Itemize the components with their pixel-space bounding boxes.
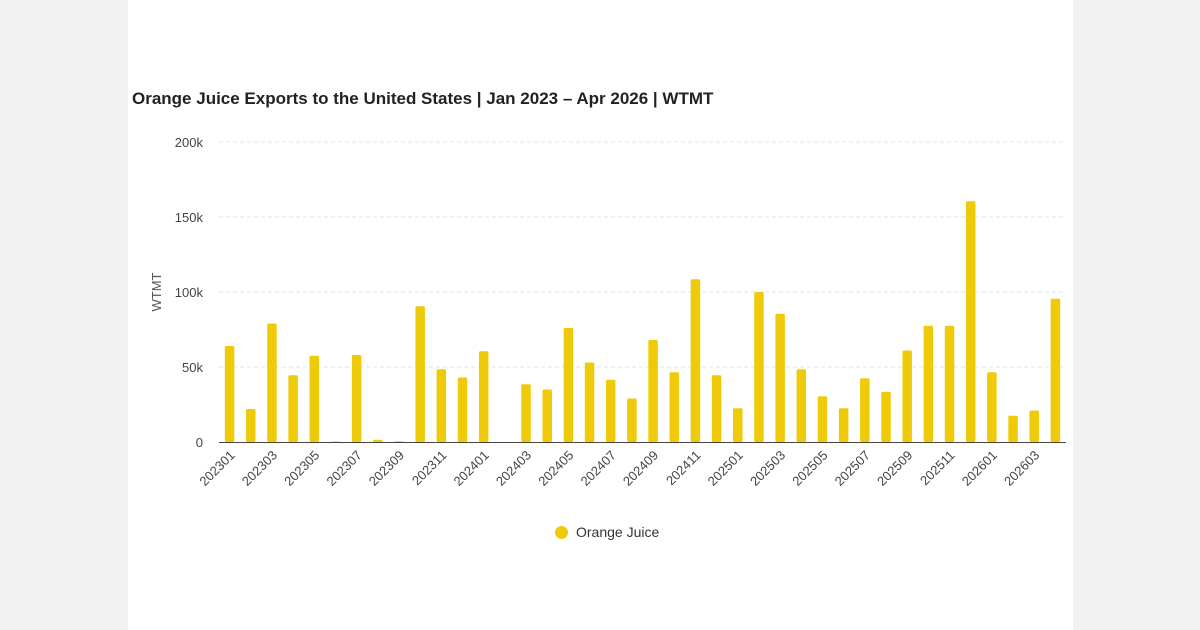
bar-202502[interactable] bbox=[754, 292, 764, 442]
bars bbox=[224, 201, 1061, 443]
bar-202309[interactable] bbox=[394, 441, 404, 442]
x-tick-label: 202407 bbox=[578, 448, 619, 489]
y-tick-label: 100k bbox=[175, 285, 204, 300]
bar-202412[interactable] bbox=[711, 375, 722, 442]
y-tick-label: 200k bbox=[175, 135, 204, 150]
bar-202408[interactable] bbox=[627, 398, 637, 443]
x-tick-label: 202311 bbox=[409, 448, 450, 489]
bar-202506[interactable] bbox=[838, 408, 849, 442]
x-tick-label: 202301 bbox=[196, 448, 237, 489]
x-tick-label: 202603 bbox=[1001, 448, 1042, 489]
bar-202505[interactable] bbox=[817, 396, 828, 442]
x-tick-label: 202503 bbox=[747, 448, 788, 489]
bar-202601[interactable] bbox=[987, 372, 997, 442]
bar-202404[interactable] bbox=[542, 389, 552, 443]
bar-202511[interactable] bbox=[944, 325, 955, 442]
bar-202405[interactable] bbox=[563, 328, 574, 442]
bar-202311[interactable] bbox=[436, 369, 447, 442]
x-tick-label: 202307 bbox=[323, 448, 364, 489]
bar-202602[interactable] bbox=[1008, 415, 1018, 442]
bar-202504[interactable] bbox=[796, 369, 807, 442]
legend-label: Orange Juice bbox=[576, 524, 660, 540]
bar-202510[interactable] bbox=[923, 325, 934, 442]
bar-202308[interactable] bbox=[373, 439, 383, 442]
y-tick-label: 0 bbox=[196, 435, 203, 450]
chart-panel bbox=[128, 0, 1073, 630]
bar-202508[interactable] bbox=[881, 391, 891, 442]
x-tick-label: 202303 bbox=[239, 448, 280, 489]
x-tick-label: 202505 bbox=[789, 448, 830, 489]
legend[interactable]: Orange Juice bbox=[555, 524, 659, 540]
x-tick-label: 202411 bbox=[663, 448, 704, 489]
chart-title: Orange Juice Exports to the United State… bbox=[132, 89, 714, 108]
bar-202307[interactable] bbox=[351, 355, 362, 442]
x-tick-label: 202305 bbox=[281, 448, 322, 489]
bar-202406[interactable] bbox=[584, 362, 595, 443]
bar-202305[interactable] bbox=[309, 355, 320, 442]
y-axis-ticks: 0 50k 100k 150k 200k bbox=[175, 135, 204, 450]
y-tick-label: 150k bbox=[175, 210, 204, 225]
bar-202410[interactable] bbox=[669, 372, 680, 442]
y-axis-label: WTMT bbox=[149, 272, 164, 311]
bar-202401[interactable] bbox=[478, 351, 489, 442]
x-tick-label: 202409 bbox=[620, 448, 661, 489]
x-tick-label: 202405 bbox=[535, 448, 576, 489]
bar-202503[interactable] bbox=[775, 313, 785, 442]
x-tick-label: 202601 bbox=[959, 448, 1000, 489]
bar-202312[interactable] bbox=[457, 377, 468, 443]
x-tick-label: 202401 bbox=[451, 448, 492, 489]
bar-202512[interactable] bbox=[965, 201, 976, 442]
bar-202310[interactable] bbox=[415, 306, 425, 442]
bar-202604[interactable] bbox=[1050, 298, 1061, 442]
x-tick-label: 202501 bbox=[705, 448, 746, 489]
bar-202407[interactable] bbox=[605, 379, 616, 442]
y-tick-label: 50k bbox=[182, 360, 203, 375]
bar-202509[interactable] bbox=[902, 350, 912, 443]
bar-202507[interactable] bbox=[860, 378, 870, 442]
bar-202302[interactable] bbox=[246, 409, 256, 442]
x-tick-label: 202511 bbox=[917, 448, 958, 489]
bar-202409[interactable] bbox=[648, 340, 658, 442]
x-axis-ticks: 202301 202303 202305 202307 202309 202311 2024… bbox=[196, 448, 1042, 489]
x-tick-label: 202507 bbox=[832, 448, 873, 489]
grid-lines bbox=[219, 141, 1066, 368]
x-tick-label: 202309 bbox=[366, 448, 407, 489]
bar-202603[interactable] bbox=[1029, 410, 1039, 443]
bar-202411[interactable] bbox=[690, 279, 701, 442]
legend-marker bbox=[555, 525, 568, 539]
bar-202303[interactable] bbox=[267, 323, 277, 443]
bar-202301[interactable] bbox=[224, 346, 235, 442]
x-tick-label: 202509 bbox=[874, 448, 915, 489]
bar-202304[interactable] bbox=[288, 375, 298, 442]
bar-202501[interactable] bbox=[733, 408, 743, 442]
bar-202403[interactable] bbox=[521, 384, 531, 442]
x-tick-label: 202403 bbox=[493, 448, 534, 489]
